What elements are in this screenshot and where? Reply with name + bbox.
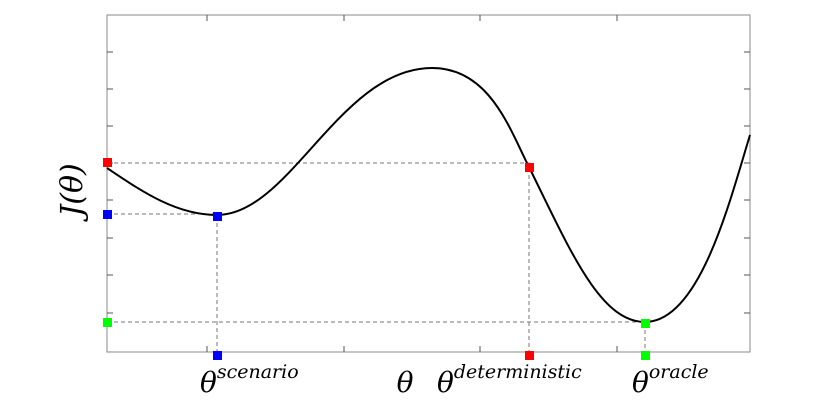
markers — [103, 158, 650, 360]
y-axis-label: J(θ) — [55, 163, 90, 223]
symbol: θ — [437, 366, 454, 399]
point-label: θscenario — [200, 361, 299, 399]
superscript: oracle — [649, 361, 709, 383]
x-axis-label: θ — [397, 366, 414, 399]
superscript: scenario — [217, 361, 299, 383]
symbol: θ — [632, 366, 649, 399]
point-label: θoracle — [632, 361, 709, 399]
superscript: deterministic — [454, 361, 582, 383]
objective-curve — [106, 66, 751, 324]
guide-lines — [107, 162, 646, 355]
plot-frame — [106, 14, 751, 353]
point-label: θdeterministic — [437, 361, 582, 399]
frame-ticks — [107, 15, 750, 352]
symbol: θ — [200, 366, 217, 399]
